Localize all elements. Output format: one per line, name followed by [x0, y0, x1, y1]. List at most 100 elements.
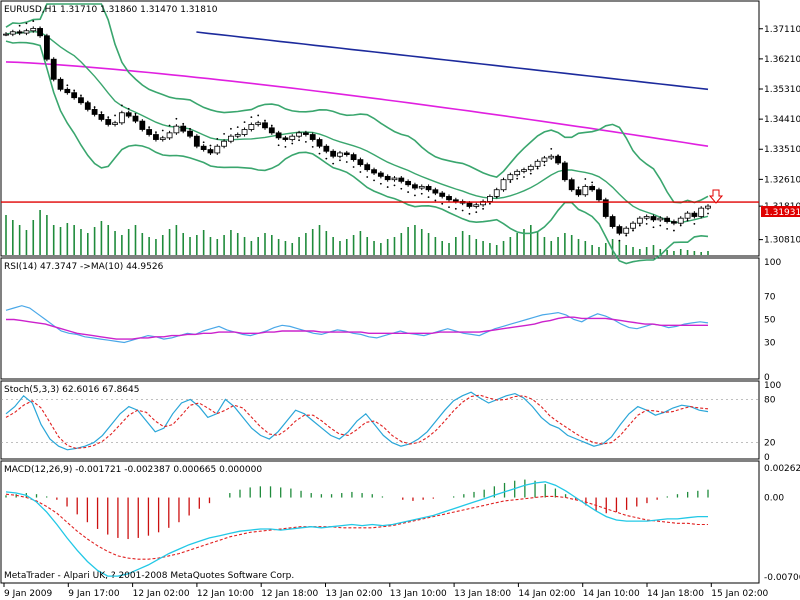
- candle[interactable]: [78, 97, 84, 104]
- candle[interactable]: [234, 134, 241, 137]
- candle[interactable]: [534, 160, 541, 167]
- candle[interactable]: [657, 217, 664, 221]
- candle[interactable]: [105, 119, 112, 125]
- candle[interactable]: [636, 217, 643, 224]
- candle[interactable]: [446, 196, 452, 201]
- candle[interactable]: [377, 172, 384, 177]
- candle[interactable]: [527, 165, 534, 171]
- candle[interactable]: [705, 205, 711, 209]
- candle[interactable]: [514, 170, 521, 176]
- candle[interactable]: [200, 145, 207, 150]
- candle[interactable]: [630, 222, 636, 229]
- candle[interactable]: [439, 192, 446, 197]
- candle[interactable]: [193, 135, 200, 147]
- candle[interactable]: [589, 185, 596, 191]
- candle[interactable]: [37, 28, 43, 37]
- candle[interactable]: [187, 130, 193, 137]
- candle[interactable]: [275, 132, 282, 139]
- candle[interactable]: [118, 112, 125, 124]
- candle[interactable]: [671, 221, 677, 224]
- candle[interactable]: [309, 134, 316, 140]
- candle[interactable]: [330, 150, 337, 157]
- candle[interactable]: [132, 115, 139, 122]
- candle[interactable]: [582, 185, 589, 196]
- candle[interactable]: [255, 122, 262, 125]
- candle[interactable]: [677, 217, 684, 224]
- candle[interactable]: [412, 184, 418, 189]
- candle[interactable]: [364, 164, 371, 171]
- candle[interactable]: [337, 152, 343, 157]
- candle[interactable]: [487, 196, 493, 202]
- stochastic-panel[interactable]: [0, 380, 760, 460]
- candle[interactable]: [16, 31, 23, 34]
- macd-panel[interactable]: [0, 460, 760, 584]
- candle[interactable]: [521, 169, 527, 172]
- candle[interactable]: [23, 30, 30, 34]
- candle[interactable]: [452, 199, 459, 202]
- candle[interactable]: [3, 33, 9, 36]
- candle[interactable]: [561, 162, 568, 181]
- candle[interactable]: [125, 112, 132, 117]
- candle[interactable]: [64, 88, 71, 94]
- main-panel[interactable]: [0, 0, 760, 257]
- candle[interactable]: [432, 189, 439, 194]
- candle[interactable]: [391, 177, 398, 181]
- candle[interactable]: [371, 169, 377, 174]
- candle[interactable]: [350, 154, 357, 161]
- candle[interactable]: [568, 179, 575, 191]
- candle[interactable]: [473, 204, 480, 207]
- candle[interactable]: [343, 152, 350, 155]
- candle[interactable]: [98, 114, 105, 120]
- candle[interactable]: [262, 122, 268, 129]
- candle[interactable]: [228, 135, 234, 142]
- candle[interactable]: [384, 175, 391, 181]
- candle[interactable]: [296, 132, 302, 137]
- candle[interactable]: [493, 189, 500, 197]
- candle[interactable]: [425, 185, 432, 191]
- candle[interactable]: [50, 58, 57, 80]
- candle[interactable]: [282, 137, 289, 140]
- candle[interactable]: [146, 129, 153, 135]
- candle[interactable]: [507, 174, 514, 181]
- candle[interactable]: [159, 137, 166, 140]
- candle[interactable]: [575, 189, 582, 196]
- candle[interactable]: [623, 227, 630, 234]
- candle[interactable]: [555, 155, 561, 164]
- candle[interactable]: [684, 212, 691, 219]
- candle[interactable]: [664, 217, 671, 222]
- candle[interactable]: [153, 134, 159, 140]
- candle[interactable]: [71, 92, 78, 99]
- candle[interactable]: [221, 140, 227, 147]
- candle[interactable]: [650, 216, 657, 221]
- candle[interactable]: [112, 122, 118, 125]
- candle[interactable]: [500, 179, 507, 191]
- candle[interactable]: [541, 157, 548, 162]
- candle[interactable]: [289, 135, 296, 140]
- candle[interactable]: [173, 125, 180, 134]
- candle[interactable]: [241, 129, 248, 135]
- candle[interactable]: [596, 189, 602, 201]
- candle[interactable]: [180, 125, 187, 132]
- candle[interactable]: [43, 35, 50, 60]
- candle[interactable]: [643, 216, 650, 219]
- candle[interactable]: [357, 159, 364, 166]
- candle[interactable]: [30, 28, 37, 32]
- candle[interactable]: [616, 226, 623, 234]
- candle[interactable]: [207, 149, 214, 154]
- candle[interactable]: [691, 212, 698, 217]
- candle[interactable]: [248, 124, 255, 130]
- candle[interactable]: [398, 177, 405, 182]
- candle[interactable]: [323, 145, 330, 152]
- candle[interactable]: [57, 78, 64, 90]
- candle[interactable]: [166, 132, 173, 139]
- candle[interactable]: [698, 207, 705, 217]
- candle[interactable]: [316, 139, 323, 147]
- candle[interactable]: [84, 102, 91, 110]
- candle[interactable]: [139, 120, 146, 130]
- candle[interactable]: [268, 127, 275, 134]
- candle[interactable]: [548, 155, 555, 159]
- rsi-panel[interactable]: [0, 257, 760, 380]
- candle[interactable]: [466, 202, 473, 207]
- candle[interactable]: [405, 180, 412, 186]
